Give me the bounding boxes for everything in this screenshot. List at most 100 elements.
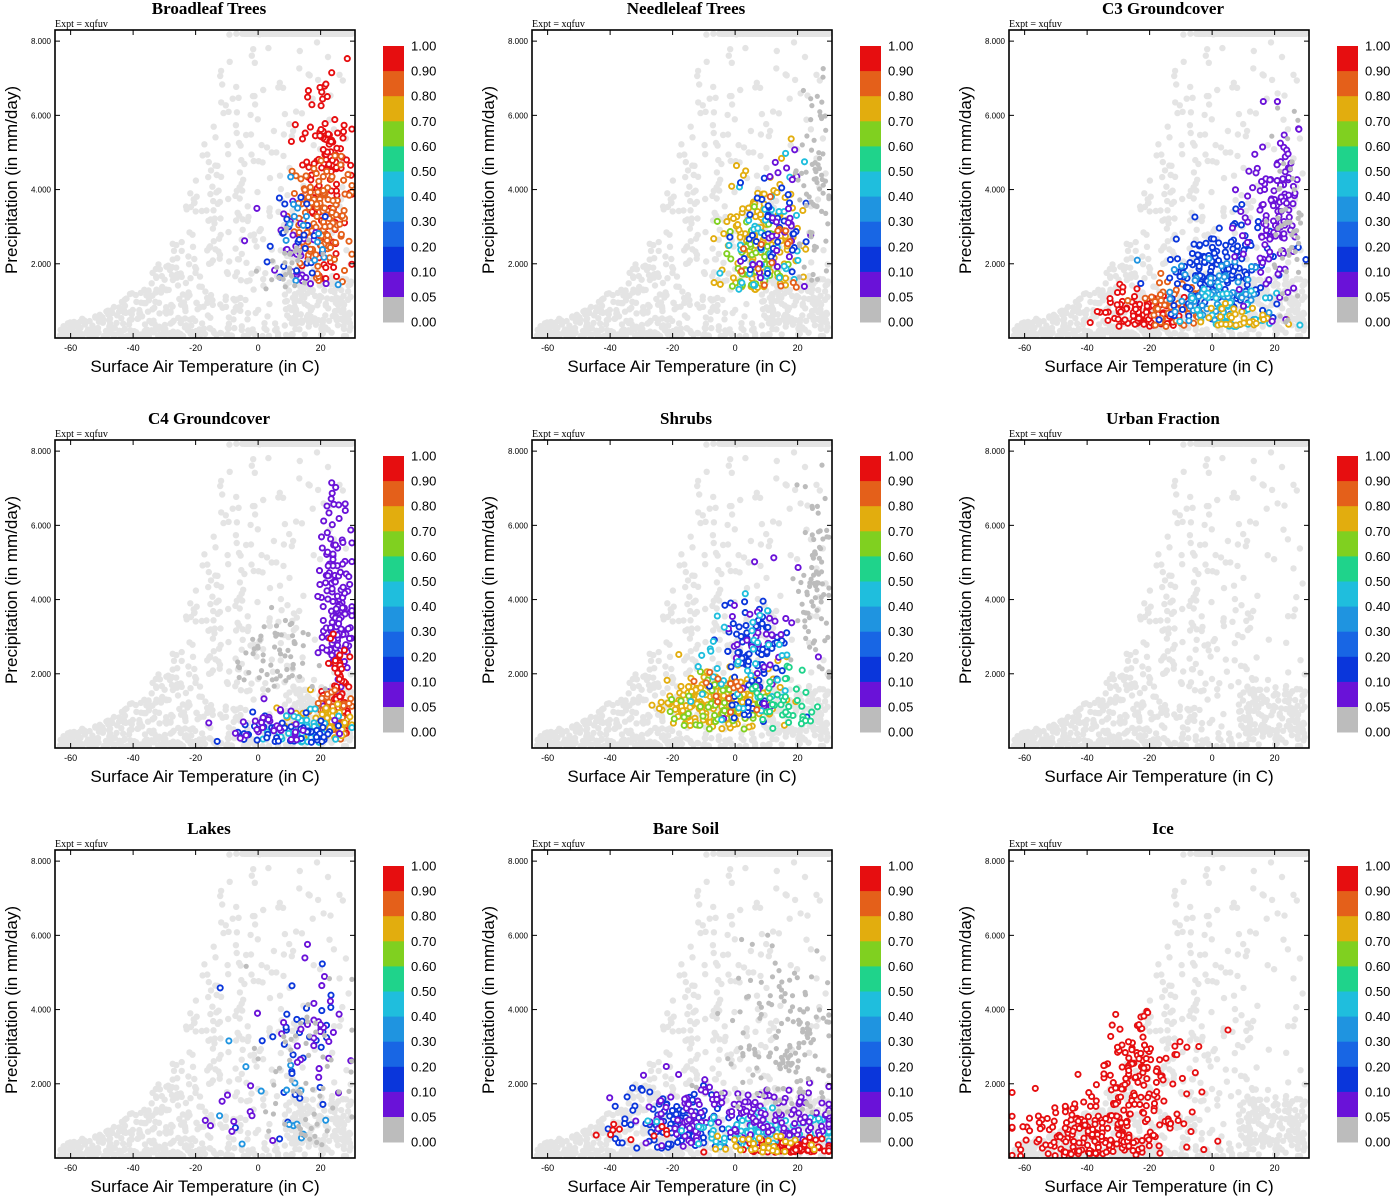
background-point <box>562 326 569 334</box>
background-point <box>748 30 755 37</box>
background-point <box>1157 207 1164 214</box>
background-point <box>277 185 285 193</box>
background-point <box>156 310 163 317</box>
background-point <box>1202 151 1209 158</box>
background-point <box>339 77 346 84</box>
data-point <box>800 282 808 290</box>
x-tick-label: -40 <box>1081 343 1094 353</box>
background-point <box>294 318 302 326</box>
data-point <box>826 193 832 199</box>
colorbar-segment <box>860 146 881 172</box>
background-point <box>165 286 172 294</box>
data-point <box>334 129 342 137</box>
background-point <box>699 102 706 109</box>
data-point <box>1243 238 1252 246</box>
data-point <box>1197 318 1205 326</box>
background-point <box>1178 141 1185 149</box>
background-point <box>1205 101 1213 108</box>
data-point <box>716 269 724 277</box>
background-point <box>1019 330 1026 338</box>
data-point <box>1277 168 1283 174</box>
background-point <box>773 297 780 305</box>
background-point <box>344 288 352 295</box>
background-point <box>1059 316 1067 324</box>
background-point <box>339 183 346 191</box>
background-point <box>205 173 212 181</box>
data-point <box>761 253 769 261</box>
background-point <box>1099 288 1106 295</box>
data-point <box>1202 239 1210 247</box>
data-point <box>738 279 746 287</box>
background-point <box>1264 266 1272 274</box>
data-point <box>1148 293 1156 301</box>
background-point <box>725 270 732 277</box>
colorbar-label: 0.60 <box>411 139 436 154</box>
background-point <box>232 627 240 634</box>
data-point <box>286 265 293 271</box>
background-point <box>740 326 747 334</box>
data-point <box>1284 150 1292 158</box>
background-point <box>235 139 243 147</box>
background-point <box>817 322 824 330</box>
background-point <box>1144 196 1151 203</box>
data-point <box>766 193 774 201</box>
y-tick-label: 4.000 <box>508 186 529 195</box>
background-point <box>247 30 254 37</box>
background-point <box>681 299 688 307</box>
y-tick-label: 6.000 <box>985 111 1006 120</box>
background-point <box>594 328 602 335</box>
data-point <box>291 121 299 129</box>
background-point <box>217 330 225 337</box>
data-point <box>825 221 831 227</box>
data-point <box>281 200 289 208</box>
background-point <box>173 271 181 278</box>
data-point <box>1260 315 1268 324</box>
background-point <box>242 131 250 139</box>
data-point <box>1286 252 1292 258</box>
data-point <box>283 245 291 253</box>
data-point <box>767 253 775 261</box>
background-point <box>285 697 293 704</box>
data-point <box>1180 321 1188 329</box>
background-point <box>288 133 295 140</box>
y-tick-label: 8.000 <box>31 37 52 46</box>
background-point <box>206 244 214 251</box>
background-point <box>188 322 195 329</box>
data-point <box>1270 187 1278 195</box>
background-point <box>750 327 757 334</box>
expt-label: Expt = xqfuv <box>532 19 585 30</box>
background-point <box>185 261 193 268</box>
data-point <box>790 230 798 238</box>
data-point <box>1295 215 1301 221</box>
background-point <box>212 134 219 141</box>
background-point <box>280 131 288 138</box>
data-point <box>1273 98 1281 106</box>
data-point <box>809 230 815 236</box>
data-point <box>1186 302 1194 310</box>
background-point <box>1080 290 1088 298</box>
data-point <box>812 166 818 172</box>
background-point <box>1070 304 1077 311</box>
data-point <box>1261 241 1269 249</box>
background-point <box>1180 31 1187 38</box>
background-point <box>664 203 672 211</box>
background-point <box>296 297 303 305</box>
background-point <box>1263 286 1270 294</box>
background-point <box>758 322 765 329</box>
data-point <box>1283 199 1291 207</box>
data-point <box>789 279 797 287</box>
colorbar-label: 0.70 <box>1365 114 1390 129</box>
data-point <box>739 245 748 253</box>
background-point <box>117 328 125 335</box>
background-point <box>1099 297 1107 304</box>
background-point <box>128 311 135 318</box>
colorbar-segment <box>383 221 404 248</box>
x-tick-label: -60 <box>64 343 77 353</box>
background-point <box>187 330 194 338</box>
background-point <box>775 110 783 117</box>
data-point <box>304 87 312 95</box>
data-point <box>282 284 288 290</box>
background-point <box>1234 131 1242 138</box>
background-point <box>1285 281 1292 288</box>
background-point <box>1250 65 1257 72</box>
